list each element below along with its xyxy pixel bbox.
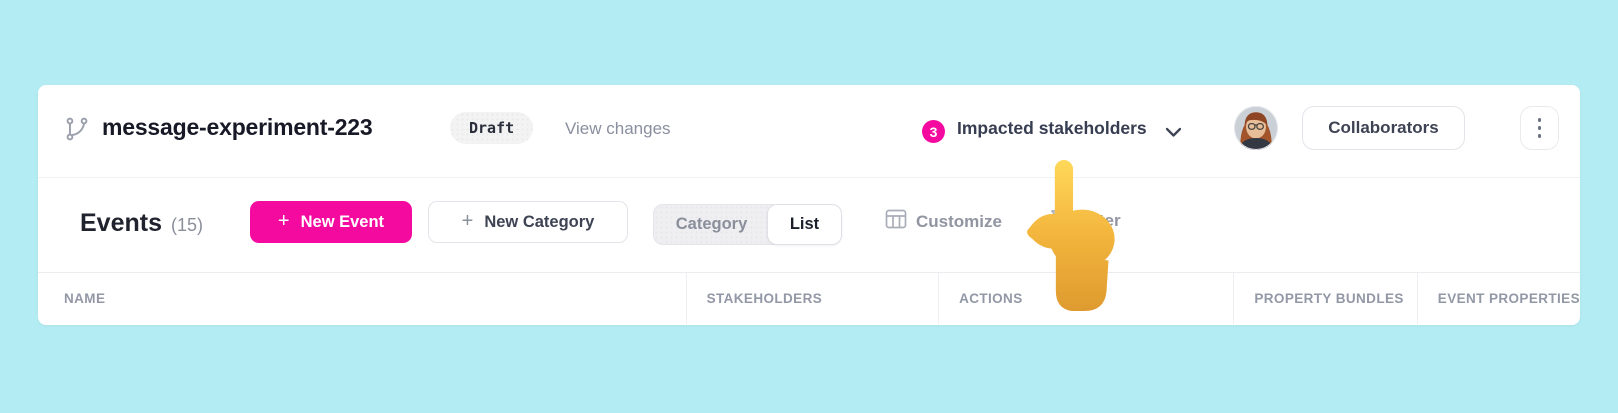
new-event-label: New Event [300, 212, 385, 231]
toggle-option-category[interactable]: Category [675, 215, 748, 233]
new-category-button[interactable]: + New Category [428, 201, 628, 243]
chevron-down-icon[interactable] [1165, 125, 1182, 143]
events-heading-text: Events [80, 209, 162, 237]
status-badge: Draft [450, 112, 534, 144]
branch-name-title: message-experiment-223 [102, 114, 373, 140]
kebab-menu-button[interactable] [1520, 106, 1559, 150]
column-header-event-properties[interactable]: EVENT PROPERTIES [1416, 273, 1580, 324]
events-count: (15) [170, 215, 203, 235]
branch-header-bar: message-experiment-223 Draft View change… [38, 85, 1580, 178]
view-mode-toggle: Category List [653, 204, 842, 245]
user-avatar[interactable] [1234, 106, 1278, 150]
column-header-actions[interactable]: ACTIONS [938, 273, 1233, 324]
filter-button[interactable]: Filter [1050, 208, 1121, 233]
table-columns-icon [885, 208, 907, 235]
customize-button[interactable]: Customize [885, 208, 1002, 235]
plus-icon: + [277, 210, 290, 232]
events-toolbar: Events (15) + New Event + New Category C… [38, 178, 1580, 272]
column-header-name[interactable]: NAME [64, 291, 106, 306]
filter-label: Filter [1079, 210, 1121, 230]
plus-icon: + [461, 210, 474, 232]
column-header-property-bundles[interactable]: PROPERTY BUNDLES [1233, 273, 1416, 324]
impacted-stakeholders-dropdown[interactable]: Impacted stakeholders [957, 118, 1147, 138]
impacted-stakeholders-count-badge: 3 [922, 120, 945, 143]
page-title: Events (15) [80, 209, 203, 238]
new-event-button[interactable]: + New Event [250, 201, 412, 243]
column-header-stakeholders[interactable]: STAKEHOLDERS [685, 273, 939, 324]
view-changes-link[interactable]: View changes [565, 119, 671, 138]
funnel-icon [1050, 208, 1070, 233]
toggle-option-list[interactable]: List [767, 204, 842, 245]
collaborators-button[interactable]: Collaborators [1302, 106, 1465, 150]
events-table-header: NAME STAKEHOLDERS ACTIONS PROPERTY BUNDL… [38, 272, 1580, 324]
customize-label: Customize [916, 211, 1002, 231]
git-branch-icon [64, 116, 90, 142]
new-category-label: New Category [484, 212, 595, 231]
branch-page-card: message-experiment-223 Draft View change… [38, 85, 1580, 325]
